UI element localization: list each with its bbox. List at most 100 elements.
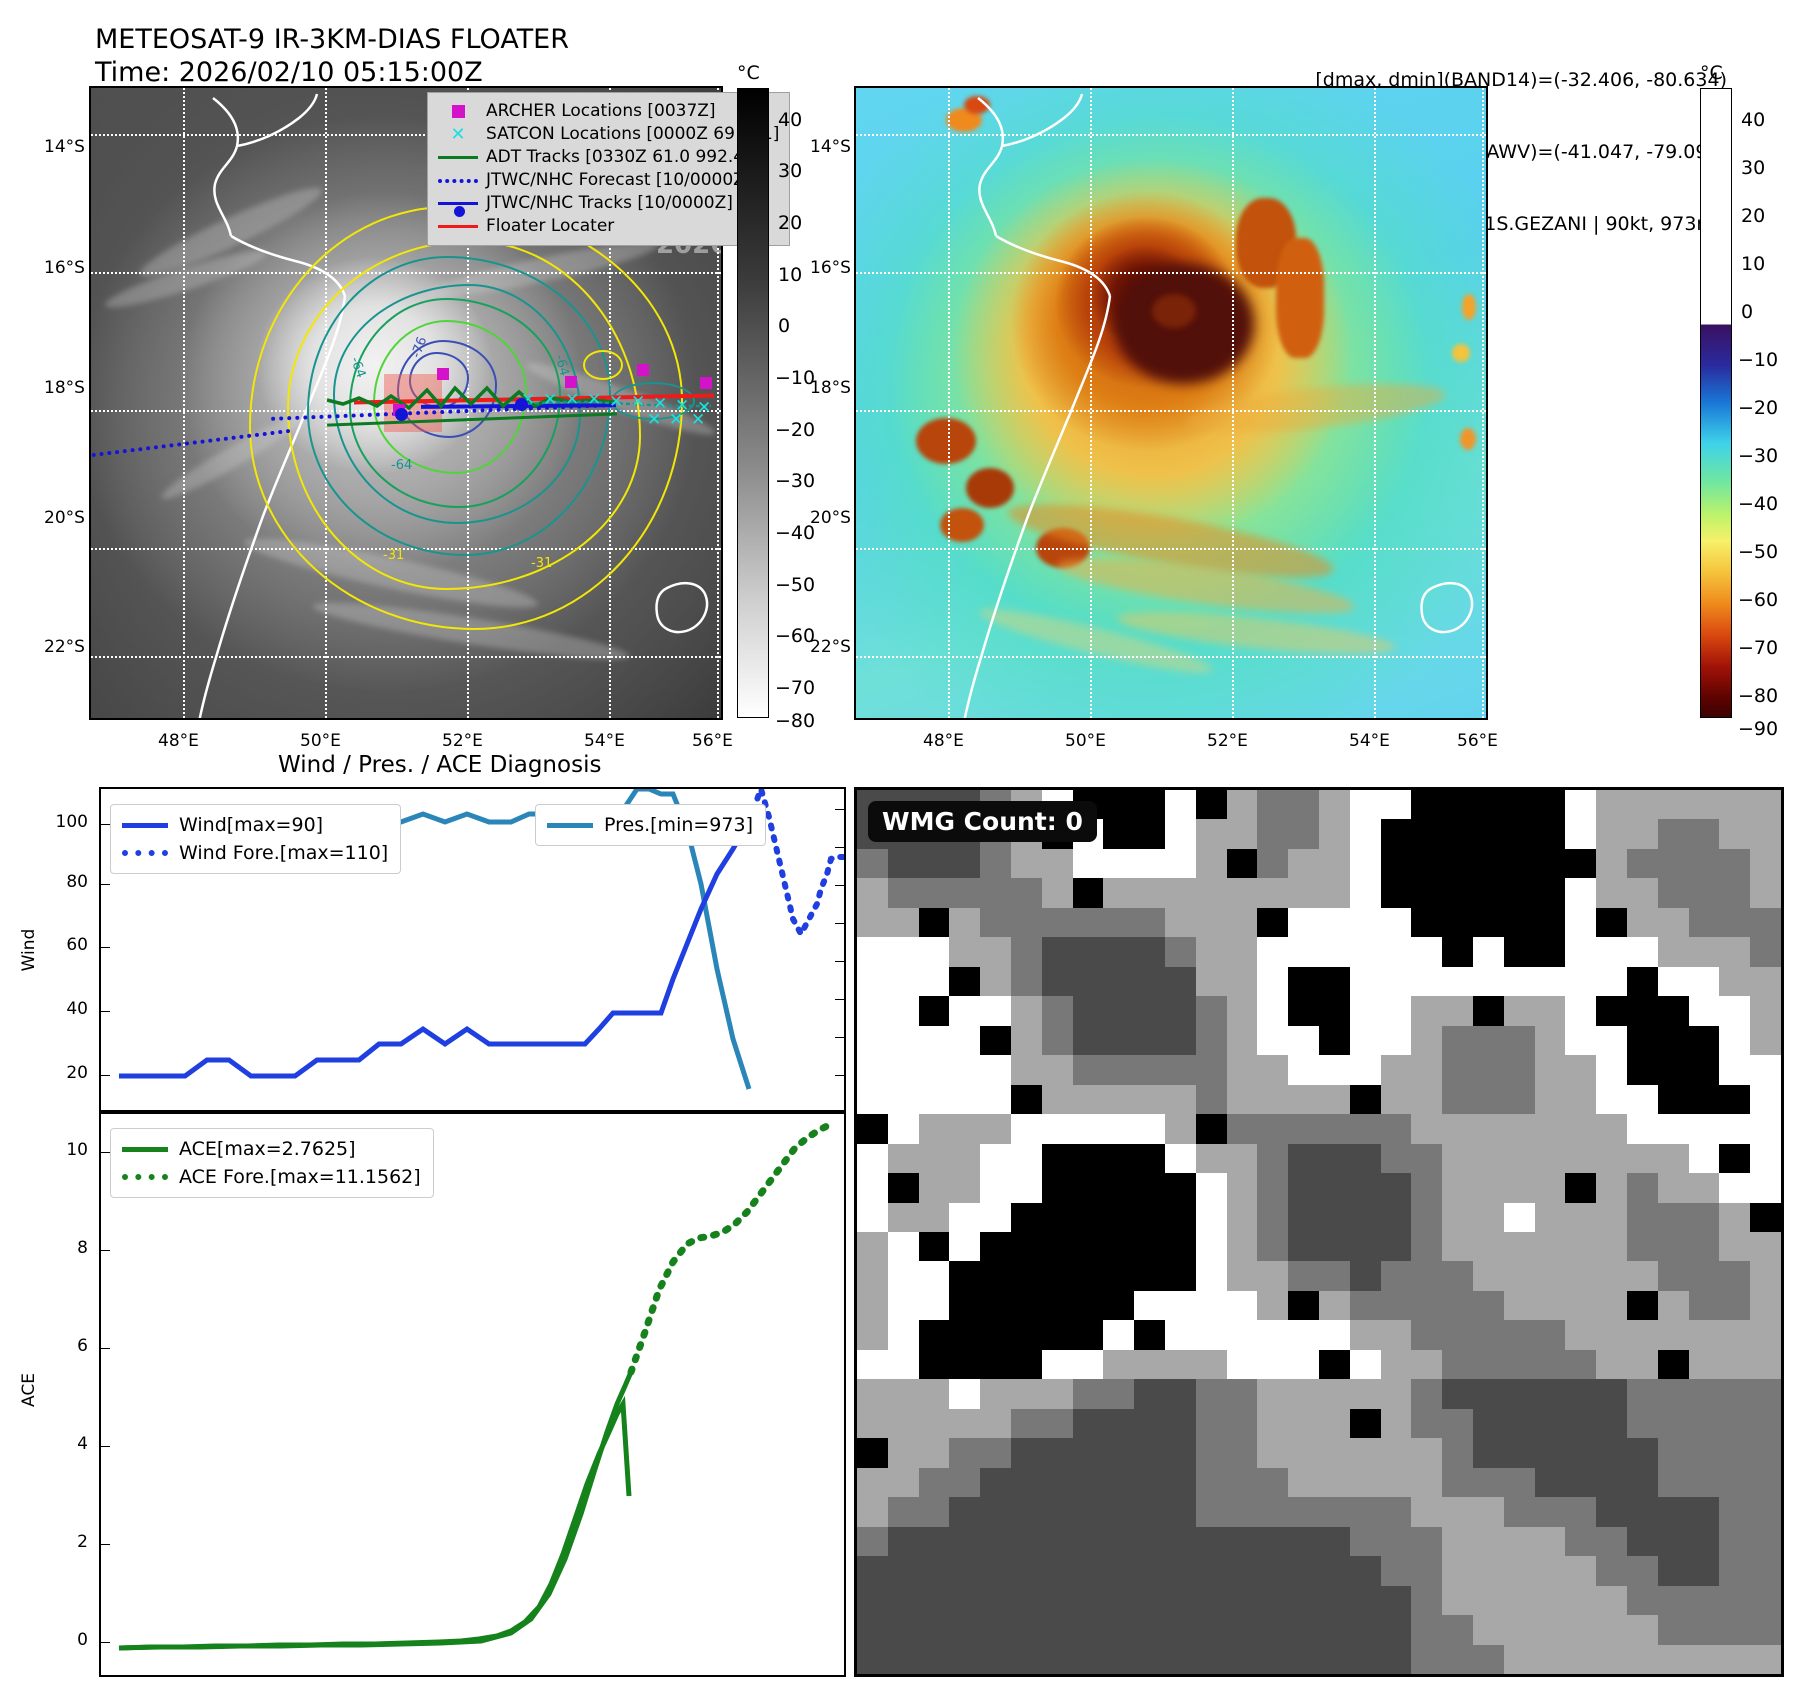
- heatmap-cell: [1565, 819, 1597, 849]
- heatmap-cell: [1349, 1497, 1381, 1527]
- heatmap-cell: [1288, 907, 1319, 938]
- heatmap-cell: [857, 907, 888, 938]
- heatmap-cell: [1472, 1143, 1504, 1174]
- heatmap-cell: [1657, 1320, 1689, 1350]
- heatmap-cell: [1164, 1556, 1196, 1586]
- heatmap-cell: [1750, 1615, 1781, 1645]
- heatmap-cell: [1719, 1585, 1751, 1616]
- heatmap-cell: [1010, 1644, 1042, 1674]
- heatmap-cell: [1103, 1615, 1135, 1645]
- heatmap-cell: [1565, 1497, 1597, 1527]
- heatmap-cell: [1472, 1025, 1504, 1056]
- heatmap-cell: [1226, 937, 1258, 967]
- heatmap-cell: [1565, 966, 1597, 997]
- heatmap-cell: [1041, 937, 1073, 967]
- ace-legend[interactable]: ACE[max=2.7625] ACE Fore.[max=11.1562]: [110, 1128, 434, 1198]
- legend-label: ACE[max=2.7625]: [179, 1138, 356, 1160]
- heatmap-cell: [1411, 848, 1443, 879]
- heatmap-cell: [1442, 1408, 1473, 1439]
- heatmap-cell: [1719, 1084, 1751, 1115]
- heatmap-cell: [1318, 1379, 1350, 1409]
- heatmap-cell: [1472, 1526, 1504, 1557]
- heatmap-cell: [1626, 1644, 1658, 1674]
- gridline-lat-20s: [856, 548, 1486, 550]
- heatmap-cell: [1318, 1615, 1350, 1645]
- heatmap-cell: [918, 1585, 950, 1616]
- heatmap-cell: [1164, 1173, 1196, 1203]
- heatmap-cell: [1626, 1173, 1658, 1203]
- heatmap-cell: [1503, 819, 1535, 849]
- heatmap-cell: [1349, 1290, 1381, 1321]
- heatmap-cell: [1010, 1232, 1042, 1262]
- heatmap-cell: [1195, 1290, 1227, 1321]
- heatmap-cell: [1719, 1526, 1751, 1557]
- heatmap-cell: [1626, 1232, 1658, 1262]
- colorbar-tick: −20: [775, 419, 816, 441]
- heatmap-cell: [1349, 1114, 1381, 1144]
- heatmap-cell: [1164, 1261, 1196, 1291]
- heatmap-cell: [1688, 1438, 1720, 1468]
- contour-blue: [409, 352, 469, 408]
- heatmap-cell: [1472, 819, 1504, 849]
- heatmap-cell: [1164, 1114, 1196, 1144]
- heatmap-cell: [1288, 1497, 1319, 1527]
- enhanced-ir-field: [856, 88, 1486, 718]
- heatmap-cell: [857, 1556, 888, 1586]
- heatmap-cell: [980, 1644, 1011, 1674]
- panel1-legend[interactable]: ARCHER Locations [0037Z] ✕ SATCON Locati…: [427, 92, 791, 246]
- wmg-heatmap[interactable]: [854, 787, 1784, 1677]
- heatmap-cell: [1626, 1261, 1658, 1291]
- heatmap-cell: [1411, 1202, 1443, 1232]
- heatmap-cell: [887, 1084, 919, 1115]
- wind-dotted-line-icon: [119, 850, 171, 856]
- heatmap-cell: [1657, 878, 1689, 908]
- heatmap-cell: [1380, 1349, 1412, 1380]
- heatmap-cell: [1010, 996, 1042, 1026]
- heatmap-cell: [1041, 1114, 1073, 1144]
- heatmap-cell: [1103, 1055, 1135, 1085]
- heatmap-cell: [1380, 907, 1412, 938]
- gridline-lon-52e: [1232, 88, 1234, 718]
- heatmap-cell: [1226, 790, 1258, 820]
- heatmap-cell: [887, 1349, 919, 1380]
- heatmap-cell: [1688, 1320, 1720, 1350]
- heatmap-cell: [1657, 937, 1689, 967]
- heatmap-cell: [1072, 1526, 1104, 1557]
- heatmap-cell: [1565, 848, 1597, 879]
- colorbar-tick: −80: [1738, 685, 1779, 707]
- heatmap-cell: [887, 907, 919, 938]
- pressure-tickmark: [835, 809, 844, 810]
- heatmap-cell: [918, 1055, 950, 1085]
- heatmap-cell: [1349, 1084, 1381, 1115]
- heatmap-cell: [1750, 878, 1781, 908]
- heatmap-cell: [1503, 996, 1535, 1026]
- enhanced-ir-image[interactable]: [854, 86, 1488, 720]
- heatmap-cell: [1318, 1114, 1350, 1144]
- heatmap-cell: [1472, 1261, 1504, 1291]
- heatmap-cell: [1103, 1290, 1135, 1321]
- heatmap-cell: [1041, 1349, 1073, 1380]
- heatmap-cell: [1164, 819, 1196, 849]
- heatmap-cell: [1134, 1114, 1165, 1144]
- heatmap-cell: [1349, 1408, 1381, 1439]
- heatmap-cell: [857, 1290, 888, 1321]
- wind-legend[interactable]: Wind[max=90] Wind Fore.[max=110]: [110, 804, 402, 874]
- legend-label: Floater Locater: [486, 216, 615, 236]
- heatmap-cell: [1472, 790, 1504, 820]
- heatmap-cell: [980, 1232, 1011, 1262]
- ace-plot[interactable]: [99, 1112, 846, 1677]
- heatmap-cell: [1349, 1232, 1381, 1262]
- heatmap-cell: [1349, 1202, 1381, 1232]
- wind-tick-label: 40: [66, 999, 88, 1019]
- ace-tick-label: 10: [66, 1140, 88, 1160]
- heatmap-cell: [1288, 848, 1319, 879]
- contour-teal: [333, 284, 581, 524]
- pressure-legend[interactable]: Pres.[min=973]: [535, 804, 766, 846]
- heatmap-cell: [1041, 1025, 1073, 1056]
- heatmap-cell: [1103, 1084, 1135, 1115]
- heatmap-cell: [1719, 996, 1751, 1026]
- heatmap-cell: [1750, 1173, 1781, 1203]
- heatmap-cell: [1349, 848, 1381, 879]
- heatmap-cell: [1626, 1114, 1658, 1144]
